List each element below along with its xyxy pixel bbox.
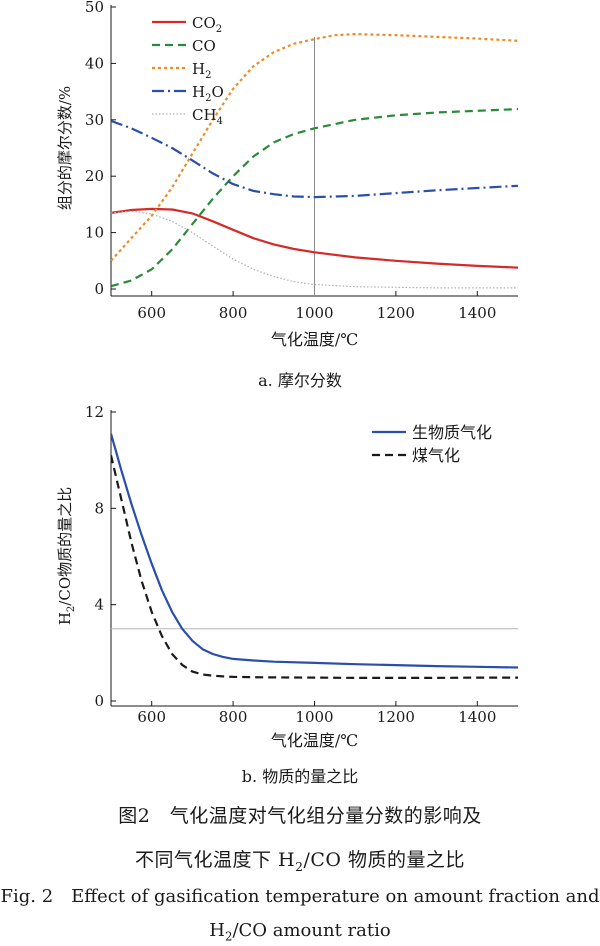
- y-tick-label: 12: [85, 403, 104, 421]
- series-line-4: [111, 210, 518, 289]
- x-axis-label: 气化温度/℃: [271, 731, 358, 750]
- panel-b-caption: b. 物质的量之比: [241, 767, 359, 786]
- x-tick-label: 600: [137, 708, 166, 726]
- y-tick-label: 30: [85, 111, 104, 129]
- x-tick-label: 1200: [377, 708, 415, 726]
- y-tick-label: 8: [94, 499, 104, 517]
- y-tick-label: 40: [85, 54, 104, 72]
- y-axis-label-rest: /CO物质的量之比: [56, 487, 74, 606]
- chart-panel-a: 600 800 1000 1200 1400 0 10 20 30 40 50 气化温度/℃ 组分的摩尔…: [56, 0, 518, 349]
- legend-label-sub: 4: [217, 116, 223, 127]
- series-line-3: [111, 119, 518, 199]
- legend-label-main: CO: [192, 14, 216, 32]
- y-tick-label: 4: [94, 596, 104, 614]
- figure-caption-cn-line2: 不同气化温度下 H2/CO 物质的量之比: [0, 845, 600, 874]
- y-tick-label: 0: [94, 692, 104, 710]
- panel-a-caption: a. 摩尔分数: [258, 371, 342, 390]
- figure-caption-en-line2: H2/CO amount ratio: [0, 920, 600, 944]
- legend-label: 煤气化: [412, 446, 460, 465]
- x-tick-label: 1200: [377, 304, 415, 322]
- caption-en2-sub: 2: [225, 929, 233, 944]
- series-line-1: [111, 455, 518, 679]
- figure-caption-en-line1: Fig. 2 Effect of gasification temperatur…: [0, 886, 600, 907]
- figure-caption-cn-line1: 图2 气化温度对气化组分量分数的影响及: [118, 805, 482, 827]
- y-axis-label-main: H: [56, 612, 74, 625]
- y-axis-label: 组分的摩尔分数/%: [56, 86, 74, 210]
- caption-en2-pre: H: [209, 920, 225, 941]
- x-tick-label: 800: [219, 708, 248, 726]
- legend-label: H2O: [192, 83, 224, 104]
- x-tick-label: 1400: [458, 708, 496, 726]
- legend-label: CH4: [192, 106, 223, 127]
- series-line-0: [111, 207, 518, 269]
- caption-en2-post: /CO amount ratio: [232, 920, 391, 941]
- chart-panel-b: 600 800 1000 1200 1400 0 4 8 12 气化温度/℃ H2/CO物质的量之比…: [56, 403, 518, 750]
- y-tick-label: 50: [85, 0, 104, 16]
- y-tick-label: 20: [85, 167, 104, 185]
- x-axis-label: 气化温度/℃: [271, 330, 358, 349]
- x-tick-label: 1000: [295, 304, 333, 322]
- caption-cn2-pre: 不同气化温度下 H: [134, 849, 296, 871]
- caption-cn2-post: /CO 物质的量之比: [303, 849, 466, 871]
- legend-label-tail: O: [211, 83, 223, 101]
- x-tick-label: 600: [137, 304, 166, 322]
- series-line-2: [111, 33, 518, 262]
- legend-label-main: H: [192, 83, 205, 101]
- legend-label-sub: 2: [216, 24, 222, 35]
- x-tick-label: 800: [219, 304, 248, 322]
- legend-label: 生物质气化: [412, 423, 492, 442]
- legend-label: CO2: [192, 14, 222, 35]
- legend-label: H2: [192, 60, 211, 81]
- x-tick-label: 1400: [458, 304, 496, 322]
- legend-label-main: CO: [192, 37, 216, 55]
- y-tick-label: 0: [94, 280, 104, 298]
- legend-label-main: H: [192, 60, 205, 78]
- y-tick-label: 10: [85, 224, 104, 242]
- legend-label-sub: 2: [205, 93, 211, 104]
- y-axis-label: H2/CO物质的量之比: [56, 487, 77, 625]
- series-line-0: [111, 433, 518, 669]
- legend-label: CO: [192, 37, 216, 55]
- legend-label-sub: 2: [205, 70, 211, 81]
- caption-cn2-sub: 2: [295, 859, 304, 874]
- y-axis-label-sub: 2: [66, 606, 77, 612]
- x-tick-label: 1000: [295, 708, 333, 726]
- series-line-1: [111, 108, 518, 288]
- legend-label-main: CH: [192, 106, 217, 124]
